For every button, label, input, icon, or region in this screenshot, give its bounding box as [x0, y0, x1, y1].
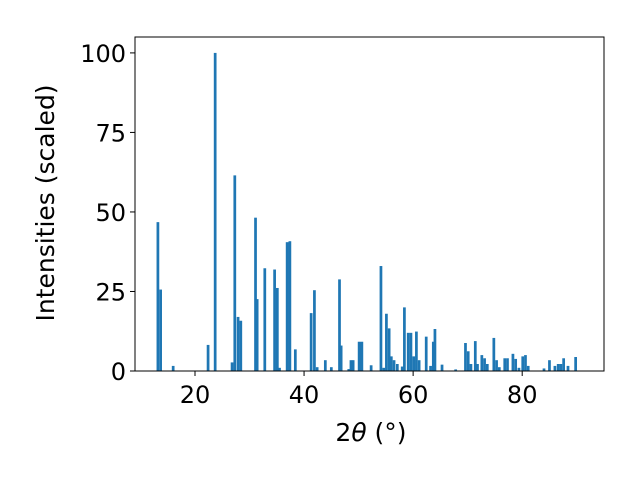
bar: [329, 367, 333, 371]
bar: [254, 217, 257, 371]
bar: [156, 222, 160, 371]
bar-series: [156, 52, 578, 372]
bar: [395, 364, 399, 371]
bar: [379, 266, 383, 371]
y-axis-ticks: 0 25 50 75 100: [80, 40, 135, 386]
x-tick-label: 80: [507, 381, 538, 409]
bar: [349, 360, 353, 371]
bar: [433, 329, 437, 371]
bar: [517, 367, 521, 371]
bar: [263, 268, 267, 371]
y-tick-label: 75: [95, 119, 126, 147]
x-axis-label: 2θ (°): [335, 418, 406, 447]
bar: [369, 365, 373, 371]
plot-frame: [134, 36, 605, 372]
bar: [495, 360, 498, 371]
bar: [323, 360, 327, 371]
bar: [514, 358, 518, 371]
bar: [409, 332, 413, 371]
x-tick-label: 40: [289, 381, 320, 409]
x-tick-label: 60: [398, 381, 429, 409]
bar: [236, 316, 240, 371]
bar: [382, 367, 386, 371]
y-tick-label: 50: [95, 199, 126, 227]
bar: [309, 313, 313, 371]
bar: [483, 358, 486, 371]
bar: [473, 341, 477, 371]
bar: [415, 331, 418, 371]
bar: [239, 320, 243, 371]
bar: [233, 175, 237, 371]
bar: [171, 365, 175, 371]
bar: [255, 299, 259, 371]
bar: [511, 353, 515, 371]
bar: [542, 368, 546, 371]
bar: [503, 358, 507, 371]
bar: [230, 362, 234, 371]
bar: [476, 364, 479, 371]
x-axis-label-suffix: (°): [367, 418, 407, 447]
bar: [574, 357, 578, 371]
bar: [357, 341, 361, 371]
bar: [506, 358, 509, 371]
bar: [288, 241, 292, 371]
bar: [159, 289, 162, 371]
bar: [454, 369, 458, 371]
bar: [392, 360, 396, 371]
bar: [387, 328, 391, 371]
bar: [440, 364, 444, 371]
y-tick-label: 25: [95, 278, 126, 306]
bar: [293, 349, 297, 371]
bar: [206, 344, 210, 371]
bar: [313, 290, 316, 371]
bar: [213, 52, 217, 372]
bar: [315, 367, 319, 371]
bar: [278, 367, 281, 371]
x-axis-label-prefix: 2: [335, 418, 351, 447]
bar: [521, 356, 525, 371]
bar: [556, 364, 560, 371]
bar: [469, 364, 473, 371]
bar: [562, 358, 566, 371]
y-tick-label: 100: [80, 40, 126, 68]
bar: [431, 341, 435, 371]
y-axis-label: Intensities (scaled): [31, 84, 60, 321]
bar: [497, 367, 501, 371]
bar: [351, 360, 355, 371]
bar: [553, 365, 557, 371]
bar: [480, 355, 484, 371]
y-tick-label: 0: [111, 358, 126, 386]
bar: [429, 365, 432, 371]
x-tick-label: 20: [180, 381, 211, 409]
x-axis-ticks: 20 40 60 80: [180, 371, 538, 409]
bar: [526, 365, 530, 371]
bar: [492, 337, 496, 371]
bar: [403, 307, 406, 371]
bar: [406, 332, 410, 371]
bar: [273, 269, 276, 371]
bar: [424, 336, 428, 371]
bar: [285, 242, 289, 371]
bar: [338, 279, 341, 371]
bar: [485, 364, 489, 371]
bar: [566, 365, 570, 371]
bar: [417, 360, 421, 371]
bar: [548, 360, 551, 371]
bar: [524, 355, 527, 371]
bar: [400, 366, 404, 371]
bar: [385, 313, 388, 371]
bar: [412, 356, 416, 371]
bar: [339, 345, 343, 371]
bar: [466, 351, 470, 371]
bar: [559, 364, 563, 371]
bar: [275, 287, 279, 371]
bar: [360, 341, 364, 371]
bar: [464, 343, 467, 371]
x-axis-label-symbol: θ: [351, 418, 366, 447]
bar: [347, 369, 351, 371]
bar: [389, 356, 393, 371]
